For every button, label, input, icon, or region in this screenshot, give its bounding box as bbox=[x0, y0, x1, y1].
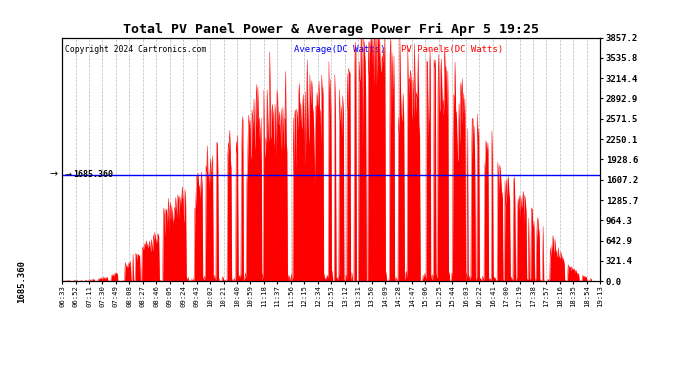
Text: 1685.360: 1685.360 bbox=[17, 260, 26, 303]
Text: 1685.360: 1685.360 bbox=[73, 170, 113, 179]
Text: →: → bbox=[50, 170, 58, 180]
Text: Copyright 2024 Cartronics.com: Copyright 2024 Cartronics.com bbox=[65, 45, 206, 54]
Text: PV Panels(DC Watts): PV Panels(DC Watts) bbox=[401, 45, 503, 54]
Title: Total PV Panel Power & Average Power Fri Apr 5 19:25: Total PV Panel Power & Average Power Fri… bbox=[124, 23, 539, 36]
Text: →: → bbox=[65, 170, 72, 179]
Text: Average(DC Watts): Average(DC Watts) bbox=[293, 45, 385, 54]
